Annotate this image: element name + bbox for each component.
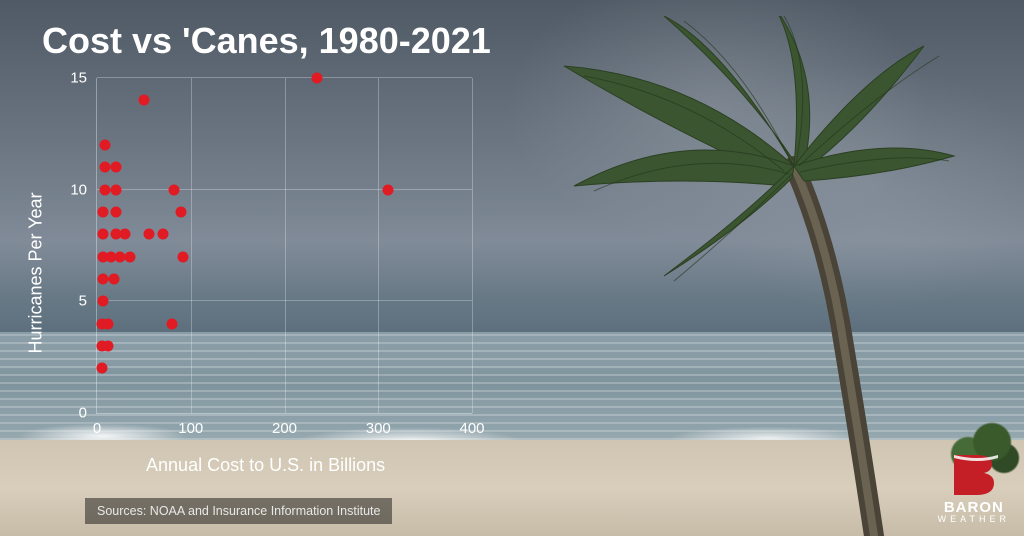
data-point bbox=[99, 162, 110, 173]
scatter-chart: Hurricanes Per Year 0100200300400051015 … bbox=[42, 78, 472, 468]
data-point bbox=[108, 274, 119, 285]
data-point bbox=[110, 184, 121, 195]
plot-area: 0100200300400051015 bbox=[96, 78, 472, 414]
brand-logo-icon bbox=[948, 453, 1000, 497]
brand-sub: WEATHER bbox=[938, 514, 1010, 524]
sources-label: Sources: NOAA and Insurance Information … bbox=[85, 498, 392, 524]
data-point bbox=[97, 296, 108, 307]
gridline-horizontal bbox=[97, 300, 472, 301]
gridline-vertical bbox=[191, 78, 192, 413]
data-point bbox=[103, 318, 114, 329]
data-point bbox=[97, 274, 108, 285]
x-tick-label: 0 bbox=[93, 420, 101, 437]
data-point bbox=[312, 73, 323, 84]
y-axis-label: Hurricanes Per Year bbox=[26, 192, 47, 353]
x-tick-label: 100 bbox=[178, 420, 203, 437]
data-point bbox=[110, 162, 121, 173]
data-point bbox=[97, 207, 108, 218]
data-point bbox=[110, 207, 121, 218]
gridline-vertical bbox=[472, 78, 473, 413]
data-point bbox=[178, 251, 189, 262]
data-point bbox=[138, 95, 149, 106]
y-tick-label: 15 bbox=[70, 70, 87, 87]
x-tick-label: 200 bbox=[272, 420, 297, 437]
y-tick-label: 10 bbox=[70, 181, 87, 198]
data-point bbox=[103, 341, 114, 352]
data-point bbox=[120, 229, 131, 240]
data-point bbox=[167, 318, 178, 329]
data-point bbox=[124, 251, 135, 262]
data-point bbox=[96, 363, 107, 374]
data-point bbox=[99, 140, 110, 151]
data-point bbox=[382, 184, 393, 195]
x-tick-label: 400 bbox=[459, 420, 484, 437]
gridline-vertical bbox=[378, 78, 379, 413]
data-point bbox=[143, 229, 154, 240]
x-tick-label: 300 bbox=[366, 420, 391, 437]
y-tick-label: 0 bbox=[79, 405, 87, 422]
data-point bbox=[157, 229, 168, 240]
brand-logo: BARON WEATHER bbox=[938, 453, 1010, 524]
data-point bbox=[97, 229, 108, 240]
gridline-vertical bbox=[285, 78, 286, 413]
data-point bbox=[99, 184, 110, 195]
data-point bbox=[168, 184, 179, 195]
gridline-horizontal bbox=[97, 77, 472, 78]
data-point bbox=[176, 207, 187, 218]
gridline-horizontal bbox=[97, 189, 472, 190]
chart-title: Cost vs 'Canes, 1980-2021 bbox=[42, 20, 491, 62]
x-axis-label: Annual Cost to U.S. in Billions bbox=[146, 455, 385, 476]
y-tick-label: 5 bbox=[79, 293, 87, 310]
